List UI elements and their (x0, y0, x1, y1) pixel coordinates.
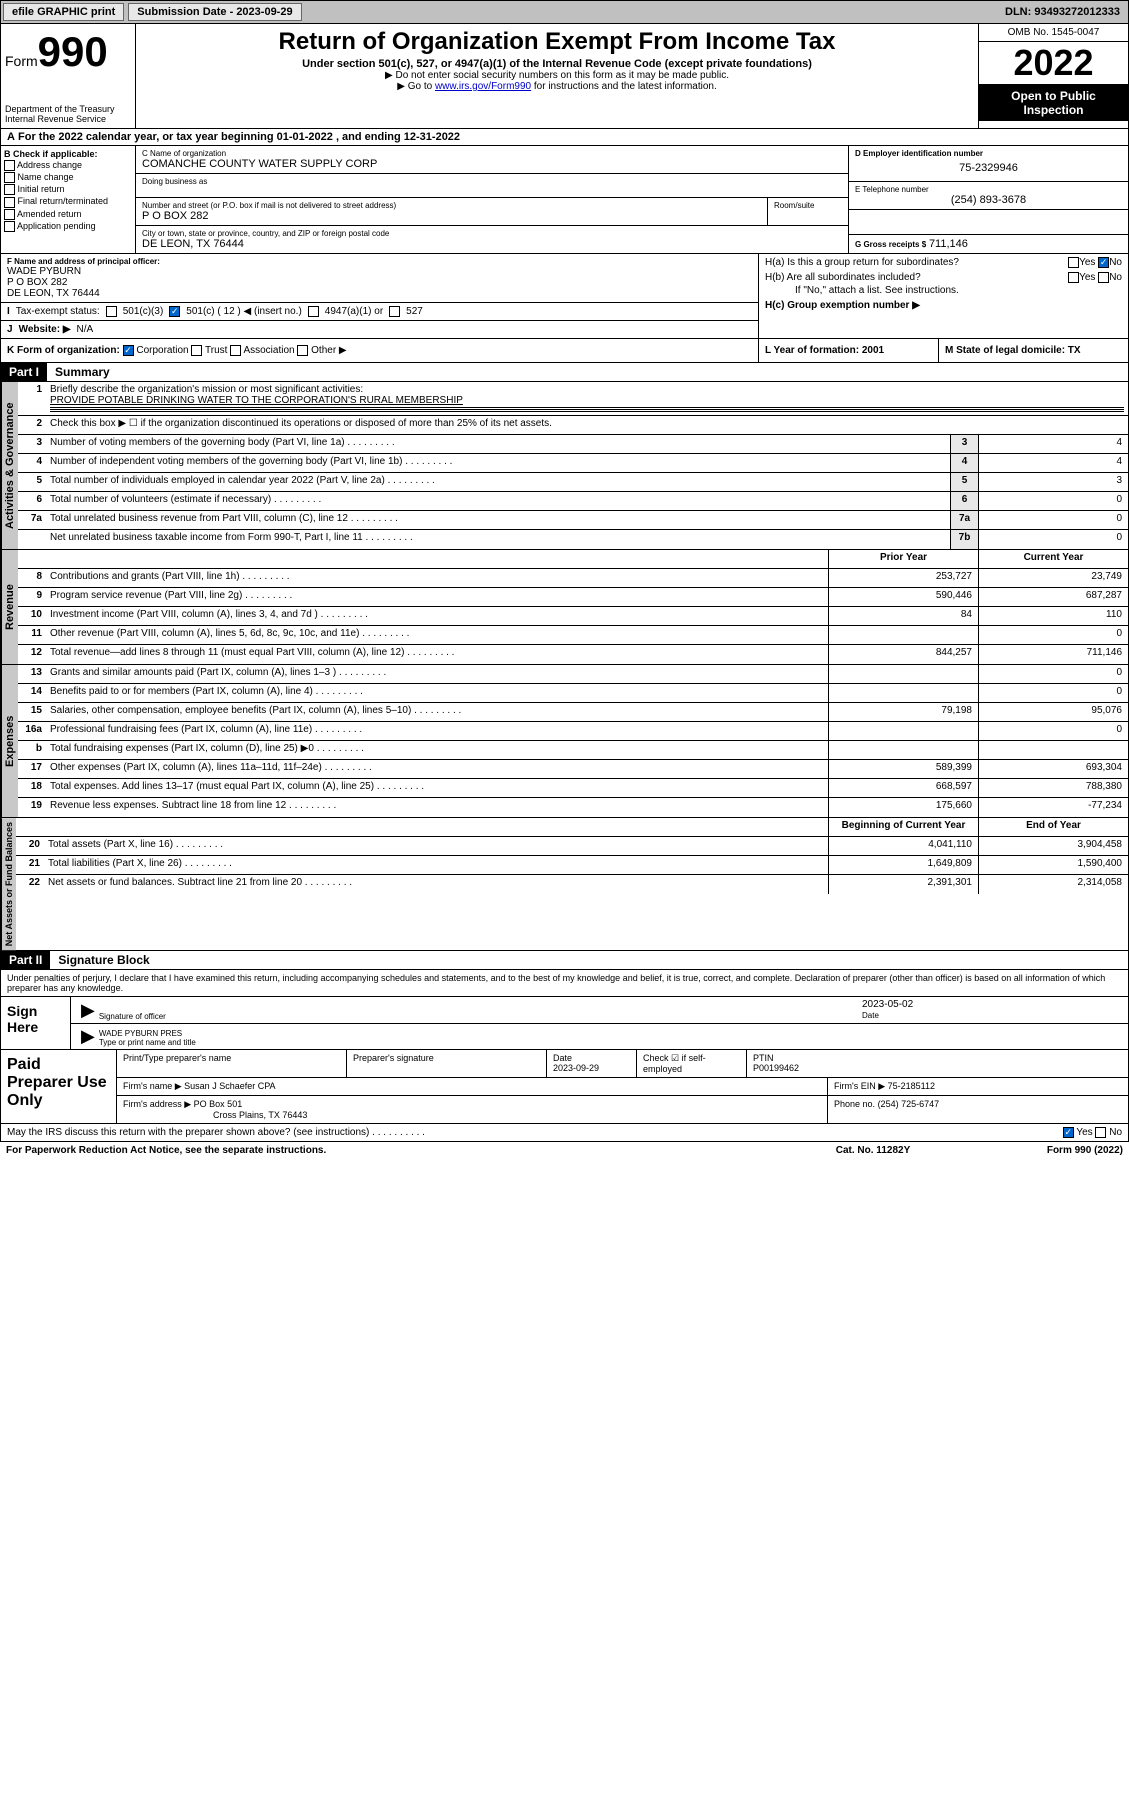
checkbox-ha-yes[interactable] (1068, 257, 1079, 268)
checkbox-initial-return[interactable] (4, 184, 15, 195)
submission-date-button[interactable]: Submission Date - 2023-09-29 (128, 3, 301, 21)
form-number: 990 (38, 28, 108, 75)
box-k: K Form of organization: Corporation Trus… (1, 339, 758, 362)
firm-phone: (254) 725-6747 (878, 1099, 940, 1109)
box-h: H(a) Is this a group return for subordin… (758, 254, 1128, 338)
checkbox-trust[interactable] (191, 345, 202, 356)
checkbox-discuss-no[interactable] (1095, 1127, 1106, 1138)
checkbox-address-change[interactable] (4, 160, 15, 171)
prep-date: 2023-09-29 (553, 1063, 599, 1073)
box-j: J Website: ▶ N/A (1, 321, 758, 338)
box-f: F Name and address of principal officer:… (1, 254, 758, 303)
vtab-expenses: Expenses (1, 665, 18, 817)
form-header: Form990 Department of the Treasury Inter… (0, 24, 1129, 129)
checkbox-final-return[interactable] (4, 197, 15, 208)
box-l: L Year of formation: 2001 (758, 339, 938, 362)
vtab-revenue: Revenue (1, 550, 18, 664)
signature-declaration: Under penalties of perjury, I declare th… (1, 970, 1128, 996)
sign-here-label: Sign Here (1, 997, 71, 1049)
checkbox-527[interactable] (389, 306, 400, 317)
checkbox-name-change[interactable] (4, 172, 15, 183)
part2-header: Part II (1, 951, 50, 969)
form-footer: Form 990 (2022) (973, 1145, 1123, 1156)
checkbox-assoc[interactable] (230, 345, 241, 356)
firm-ein: 75-2185112 (888, 1081, 935, 1091)
mission-text: PROVIDE POTABLE DRINKING WATER TO THE CO… (50, 395, 463, 406)
checkbox-other[interactable] (297, 345, 308, 356)
dln-text: DLN: 93493272012333 (1005, 6, 1128, 18)
checkbox-corp[interactable] (123, 345, 134, 356)
checkbox-application-pending[interactable] (4, 221, 15, 232)
box-c: C Name of organizationCOMANCHE COUNTY WA… (136, 146, 848, 253)
part1-header: Part I (1, 363, 47, 381)
checkbox-501c[interactable] (169, 306, 180, 317)
checkbox-discuss-yes[interactable] (1063, 1127, 1074, 1138)
phone-value: (254) 893-3678 (855, 194, 1122, 206)
paid-preparer-label: Paid Preparer Use Only (1, 1050, 116, 1123)
irs-link[interactable]: www.irs.gov/Form990 (435, 81, 531, 92)
form-word: Form (5, 53, 38, 69)
ptin: P00199462 (753, 1063, 799, 1073)
form-subtitle: Under section 501(c), 527, or 4947(a)(1)… (144, 58, 970, 70)
officer-name: WADE PYBURN PRES (99, 1029, 182, 1038)
org-street: P O BOX 282 (142, 210, 761, 222)
top-toolbar: efile GRAPHIC print Submission Date - 20… (0, 0, 1129, 24)
paperwork-notice: For Paperwork Reduction Act Notice, see … (6, 1145, 773, 1156)
omb-number: OMB No. 1545-0047 (979, 24, 1128, 42)
discuss-question: May the IRS discuss this return with the… (7, 1127, 922, 1138)
firm-name: Susan J Schaefer CPA (184, 1081, 275, 1091)
org-city: DE LEON, TX 76444 (142, 238, 842, 250)
checkbox-amended-return[interactable] (4, 209, 15, 220)
checkbox-hb-no[interactable] (1098, 272, 1109, 283)
public-inspection-label: Open to Public Inspection (979, 85, 1128, 121)
dept-text: Department of the Treasury Internal Reve… (5, 104, 131, 124)
cat-no: Cat. No. 11282Y (773, 1145, 973, 1156)
box-i: ITax-exempt status: 501(c)(3) 501(c) ( 1… (1, 303, 758, 321)
row-a-tax-year: A For the 2022 calendar year, or tax yea… (0, 129, 1129, 146)
ein-value: 75-2329946 (855, 158, 1122, 178)
gross-receipts: 711,146 (929, 238, 968, 250)
checkbox-501c3[interactable] (106, 306, 117, 317)
vtab-netassets: Net Assets or Fund Balances (1, 818, 16, 950)
checkbox-hb-yes[interactable] (1068, 272, 1079, 283)
tax-year: 2022 (979, 42, 1128, 85)
efile-print-button[interactable]: efile GRAPHIC print (3, 3, 124, 21)
form-title: Return of Organization Exempt From Incom… (144, 28, 970, 56)
checkbox-ha-no[interactable] (1098, 257, 1109, 268)
vtab-activities: Activities & Governance (1, 382, 18, 549)
org-name: COMANCHE COUNTY WATER SUPPLY CORP (142, 158, 842, 170)
firm-addr1: PO Box 501 (194, 1099, 243, 1109)
box-m: M State of legal domicile: TX (938, 339, 1128, 362)
box-b: B Check if applicable: Address change Na… (1, 146, 136, 253)
firm-addr2: Cross Plains, TX 76443 (213, 1110, 307, 1120)
checkbox-4947[interactable] (308, 306, 319, 317)
form-note-ssn: ▶ Do not enter social security numbers o… (144, 70, 970, 81)
sig-date: 2023-05-02 (862, 999, 913, 1010)
